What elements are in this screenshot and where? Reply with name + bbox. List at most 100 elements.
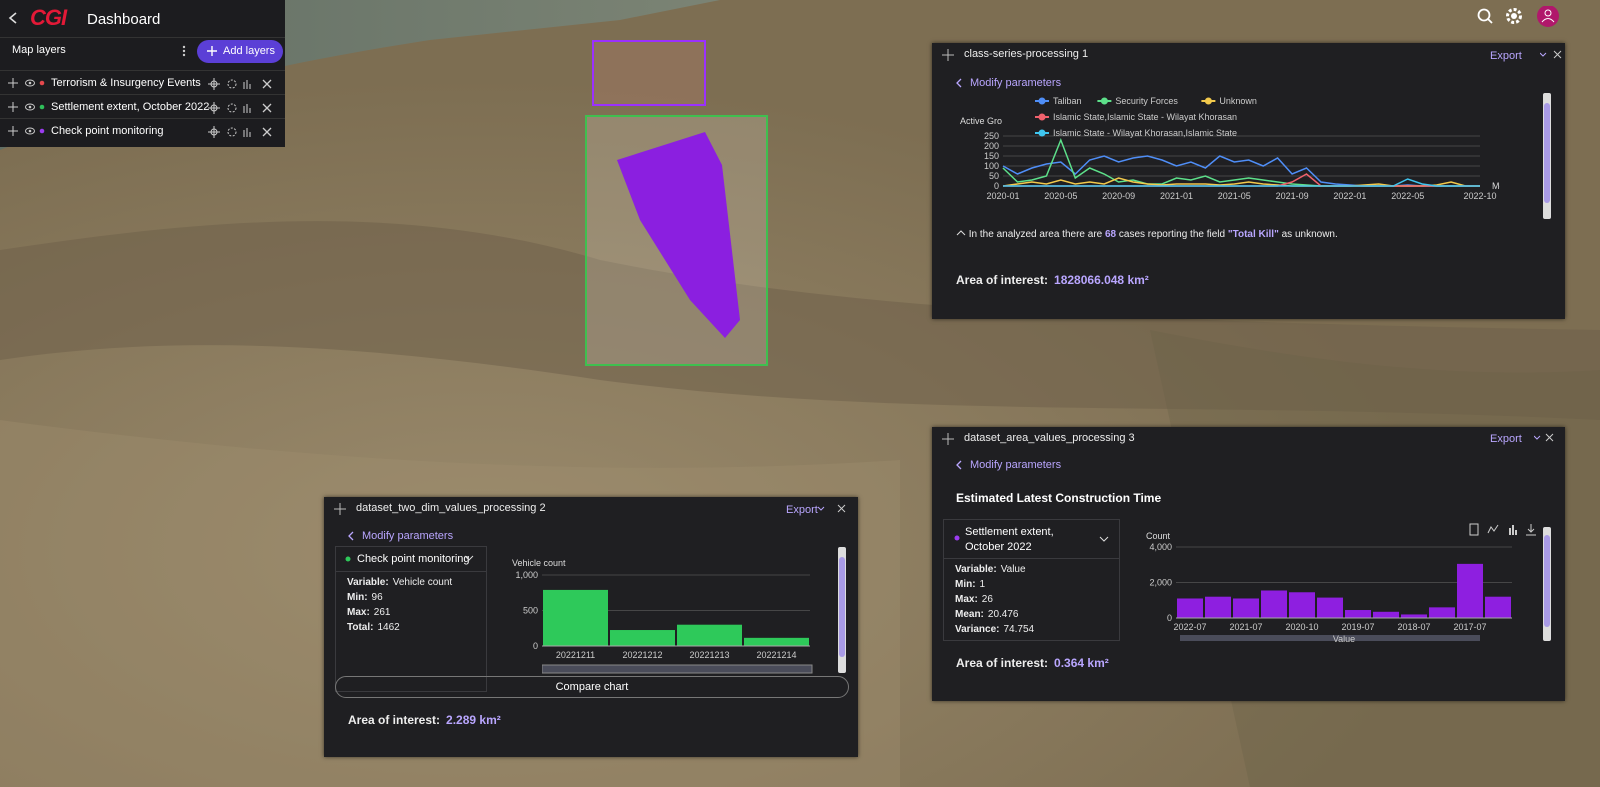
back-icon[interactable] (6, 10, 20, 26)
x-axis-label: Value (1333, 634, 1355, 644)
stat-row: Variable: Vehicle count (347, 575, 452, 590)
modify-parameters[interactable]: Modify parameters (970, 77, 1062, 89)
layer-icons[interactable] (8, 78, 78, 90)
export-button[interactable]: Export (1490, 433, 1522, 445)
area-of-interest: Area of interest: 1828066.048 km² (956, 273, 1149, 287)
avatar[interactable] (1537, 6, 1559, 27)
x-tick-label: 2020-01 (986, 191, 1019, 201)
stat-label: Max: (347, 607, 370, 618)
series-line (1003, 178, 1480, 187)
x-tick-label: 20221214 (756, 650, 796, 660)
modify-parameters[interactable]: Modify parameters (362, 530, 454, 542)
chart-heading: Estimated Latest Construction Time (956, 491, 1162, 505)
note-text: cases reporting the field (1118, 229, 1226, 240)
drag-icon[interactable] (942, 49, 954, 61)
x-tick-label: 2021-09 (1276, 191, 1309, 201)
layer-icons[interactable] (8, 102, 78, 114)
settings-icon[interactable] (1506, 8, 1522, 24)
stat-value: 74.754 (1003, 624, 1035, 635)
layers-title: Map layers (12, 44, 66, 56)
legend-marker (1204, 97, 1212, 105)
x-tick-label: 2020-09 (1102, 191, 1135, 201)
bar (1373, 611, 1399, 618)
app-title: Dashboard (87, 11, 161, 28)
more-icon[interactable] (180, 44, 188, 58)
x-tick-label: 2017-07 (1453, 622, 1486, 632)
y-axis-label: Vehicle count (512, 558, 566, 568)
y-axis-label: Count (1146, 531, 1171, 541)
add-layers-button[interactable]: Add layers (197, 40, 283, 63)
y-tick-label: 0 (1167, 613, 1172, 623)
stats-box: Settlement extent, October 2022 Variable… (943, 519, 1120, 641)
y-tick-label: 500 (523, 606, 538, 616)
selector-label: Check point monitoring (357, 553, 470, 565)
area-label: Area of interest: (956, 273, 1049, 287)
legend-label: Unknown (1219, 96, 1257, 106)
note-text: In the analyzed area there are (968, 229, 1103, 240)
stat-label: Variable: (347, 577, 389, 588)
note-text: as unknown. (1281, 229, 1338, 240)
collapse-icon[interactable] (956, 229, 966, 237)
chart-tools[interactable] (1468, 523, 1542, 537)
x-tick-label: 20221213 (689, 650, 729, 660)
search-icon[interactable] (1477, 8, 1493, 24)
layer-selector[interactable]: Check point monitoring (336, 547, 486, 572)
bar (1317, 597, 1343, 618)
stat-label: Mean: (955, 609, 984, 620)
scrollbar[interactable] (1543, 93, 1551, 219)
x-axis-label: Month (1492, 181, 1500, 191)
legend-marker (1038, 113, 1046, 121)
stat-row: Min: 1 (955, 577, 1034, 592)
bar (1233, 598, 1259, 618)
bar (1345, 610, 1371, 618)
layer-actions[interactable] (208, 102, 278, 114)
drag-icon[interactable] (942, 433, 954, 445)
y-axis-label: Active Gro (960, 116, 1002, 126)
range-slider[interactable] (542, 663, 814, 675)
layer-actions[interactable] (208, 126, 278, 138)
bar (1177, 598, 1203, 618)
layer-icons[interactable] (8, 126, 78, 138)
legend-label: Islamic State - Wilayat Khorasan,Islamic… (1053, 128, 1237, 138)
export-button[interactable]: Export (786, 504, 818, 516)
y-tick-label: 150 (984, 151, 999, 161)
compare-chart-button[interactable]: Compare chart (335, 676, 849, 698)
back-icon[interactable] (346, 530, 356, 542)
back-icon[interactable] (954, 459, 964, 471)
back-icon[interactable] (954, 77, 964, 89)
x-tick-label: 2019-07 (1341, 622, 1374, 632)
legend-marker (1038, 129, 1046, 137)
area-of-interest: Area of interest: 2.289 km² (348, 713, 501, 727)
panel-controls[interactable] (1534, 432, 1564, 444)
selector-label: Settlement extent, October 2022 (965, 526, 1054, 553)
y-tick-label: 1,000 (515, 570, 538, 580)
bar-chart: 0 500 1,000 Vehicle count 20221211 20221212 20… (512, 558, 810, 660)
range-slider[interactable] (1180, 633, 1482, 643)
stat-value: 1462 (377, 622, 400, 633)
layer-row: Terrorism & Insurgency Events (0, 70, 285, 95)
layer-selector[interactable]: Settlement extent, October 2022 (944, 520, 1119, 559)
modify-parameters[interactable]: Modify parameters (970, 459, 1062, 471)
scrollbar[interactable] (1543, 527, 1551, 641)
panel-controls[interactable] (818, 503, 850, 515)
export-button[interactable]: Export (1490, 50, 1522, 62)
panel-controls[interactable] (1540, 49, 1564, 61)
scrollbar[interactable] (838, 547, 846, 673)
plus-icon (207, 46, 217, 56)
add-layers-label: Add layers (223, 45, 275, 57)
note: In the analyzed area there are 68 cases … (956, 229, 1338, 240)
stat-row: Mean: 20.476 (955, 607, 1034, 622)
layer-name: Check point monitoring (51, 125, 164, 137)
x-tick-label: 2022-07 (1173, 622, 1206, 632)
drag-icon[interactable] (334, 503, 346, 515)
stat-value: 1 (979, 579, 986, 590)
legend-marker (1038, 97, 1046, 105)
stat-value: Value (1000, 564, 1026, 575)
stat-label: Variable: (955, 564, 997, 575)
y-tick-label: 100 (984, 161, 999, 171)
layer-name: Settlement extent, October 2022 (51, 101, 210, 113)
x-tick-label: 2022-01 (1333, 191, 1366, 201)
layer-actions[interactable] (208, 78, 278, 90)
